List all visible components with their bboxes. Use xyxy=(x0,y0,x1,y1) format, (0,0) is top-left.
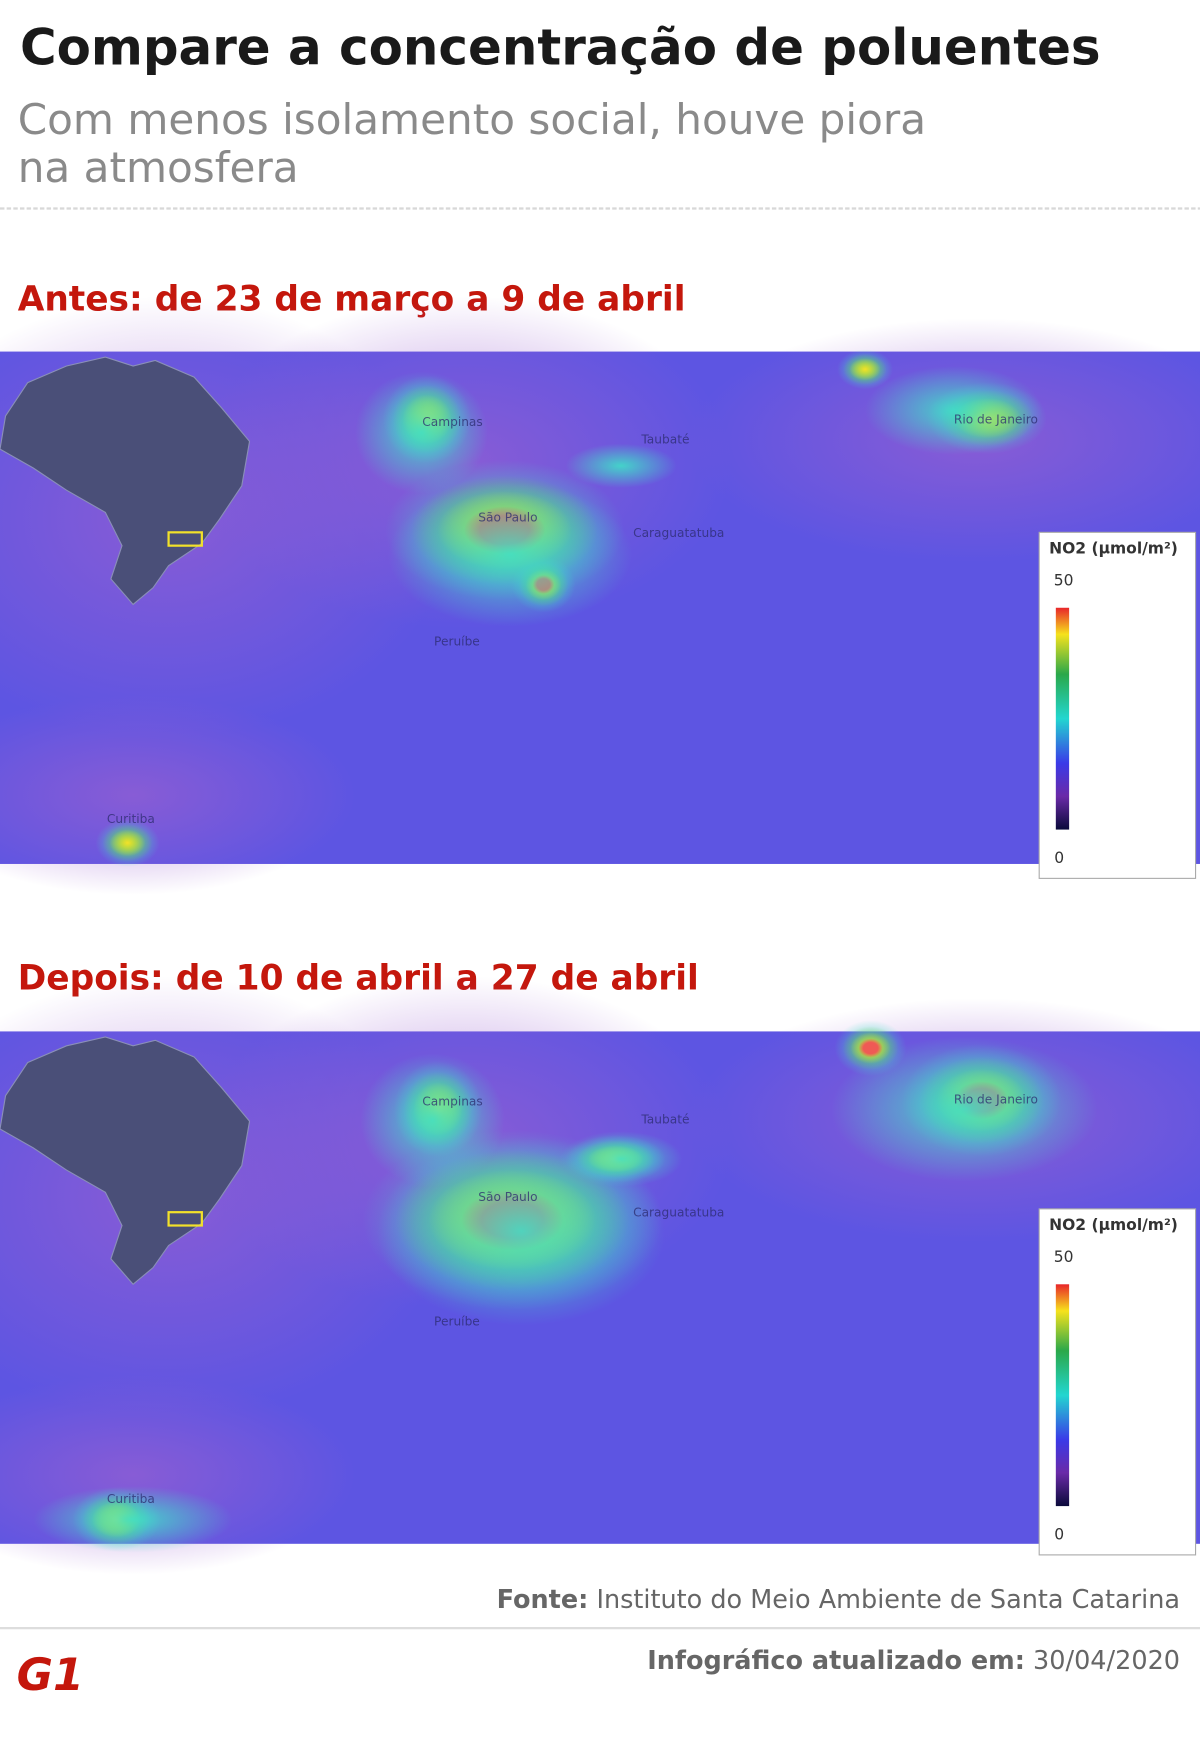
map-label: Taubaté xyxy=(640,1112,689,1126)
source: Fonte: Instituto do Meio Ambiente de San… xyxy=(497,1585,1180,1615)
map-label: Curitiba xyxy=(107,812,155,826)
map-label: Caraguatatuba xyxy=(633,526,724,540)
pollution-hotspot xyxy=(388,482,633,627)
legend: NO2 (µmol/m²) 50 0 xyxy=(1038,1208,1197,1556)
updated-label: Infográfico atualizado em: xyxy=(647,1646,1025,1676)
map: São Paulo Rio de Janeiro Curitiba Campinas T… xyxy=(0,975,1200,1575)
legend-min: 0 xyxy=(1054,849,1064,867)
updated-date: 30/04/2020 xyxy=(1033,1646,1180,1676)
pollution-hotspot xyxy=(109,829,146,857)
map-label: Taubaté xyxy=(640,433,689,447)
map-label: São Paulo xyxy=(478,510,537,524)
map-label: Caraguatatuba xyxy=(633,1206,724,1220)
brazil-map xyxy=(0,356,251,606)
title: Compare a concentração de poluentes xyxy=(20,18,1101,76)
legend: NO2 (µmol/m²) 50 0 xyxy=(1038,531,1197,879)
map-label: Peruíbe xyxy=(434,1314,480,1328)
region-highlight xyxy=(167,531,203,547)
map-label: Campinas xyxy=(422,1095,483,1109)
pollution-hotspot xyxy=(354,371,488,494)
map-label: Peruíbe xyxy=(434,634,480,648)
pollution-hotspot xyxy=(565,443,677,488)
pollution-hotspot xyxy=(831,1036,1098,1182)
map-label: Campinas xyxy=(422,415,483,429)
pollution-hotspot xyxy=(849,358,881,381)
source-label: Fonte: xyxy=(497,1585,589,1615)
pollution-hotspot xyxy=(560,1131,683,1187)
panel: Depois: de 10 de abril a 27 de abrilSão … xyxy=(0,958,1200,1575)
map-label: Curitiba xyxy=(107,1492,155,1506)
map-label: São Paulo xyxy=(478,1190,537,1204)
brazil-map xyxy=(0,1036,251,1286)
source-text: Instituto do Meio Ambiente de Santa Cata… xyxy=(596,1585,1180,1615)
legend-max: 50 xyxy=(1054,1248,1074,1266)
updated: Infográfico atualizado em: 30/04/2020 xyxy=(647,1646,1180,1676)
logo: G1 xyxy=(17,1650,84,1701)
color-bar xyxy=(1055,607,1070,830)
map-label: Rio de Janeiro xyxy=(954,1093,1038,1107)
map-label: Rio de Janeiro xyxy=(954,413,1038,427)
subtitle: Com menos isolamento social, houve piora xyxy=(18,95,926,144)
pollution-hotspot xyxy=(33,1486,233,1553)
legend-title: NO2 (µmol/m²) xyxy=(1049,539,1178,557)
legend-min: 0 xyxy=(1054,1525,1064,1543)
legend-title: NO2 (µmol/m²) xyxy=(1049,1216,1178,1234)
color-bar xyxy=(1055,1284,1070,1507)
map-haze xyxy=(0,695,355,895)
subtitle: na atmosfera xyxy=(18,143,299,192)
legend-max: 50 xyxy=(1054,572,1074,590)
pollution-hotspot xyxy=(360,1053,505,1187)
pollution-hotspot xyxy=(865,365,1043,455)
region-highlight xyxy=(167,1211,203,1227)
pollution-hotspot xyxy=(858,1038,883,1058)
map: São Paulo Rio de Janeiro Curitiba Campinas T… xyxy=(0,296,1200,895)
